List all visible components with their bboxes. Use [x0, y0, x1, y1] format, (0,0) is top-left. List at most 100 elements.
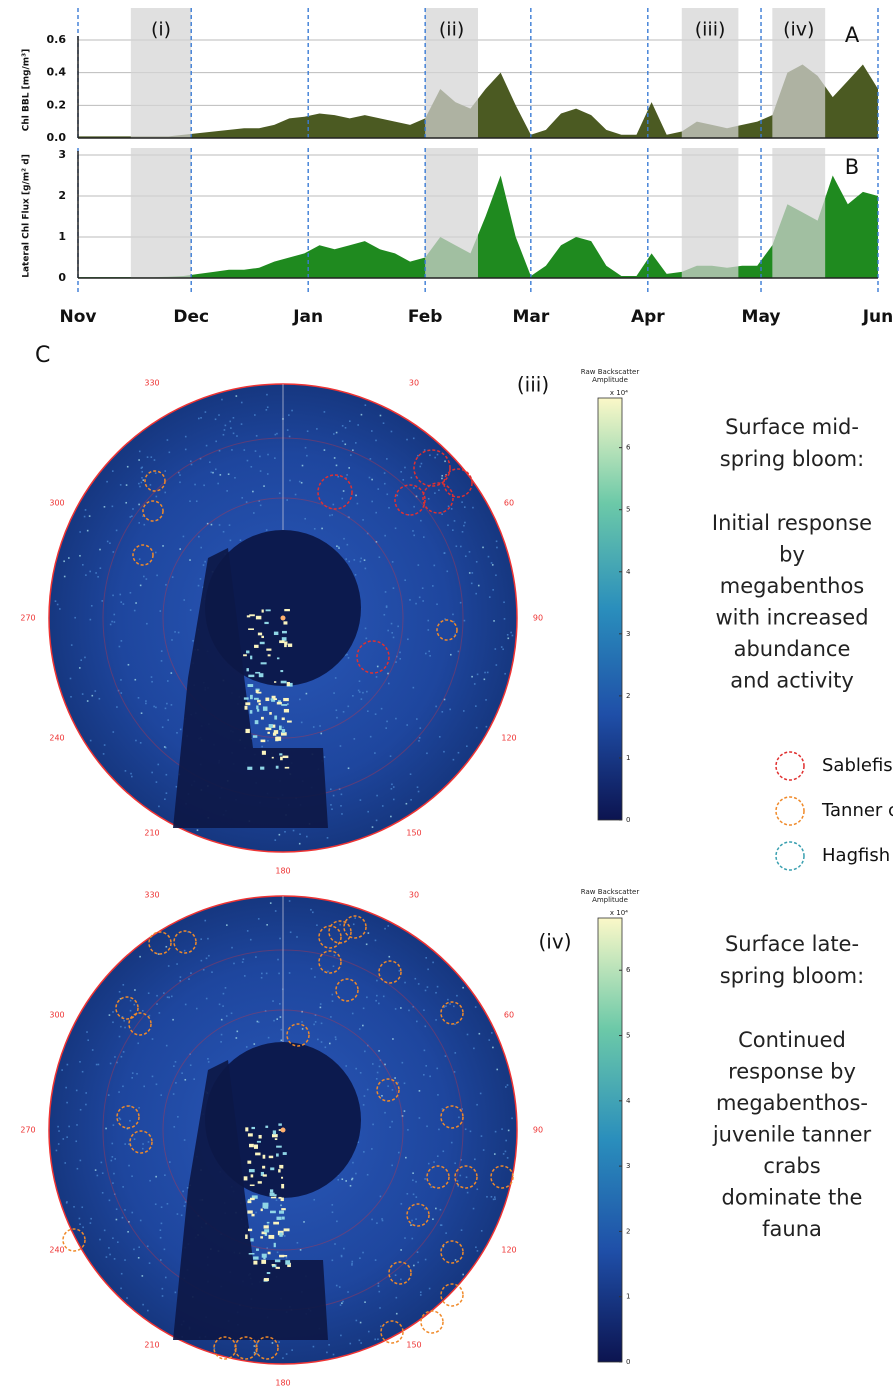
speckle	[113, 614, 115, 616]
speckle	[472, 507, 474, 509]
speckle	[328, 1344, 330, 1346]
speckle	[177, 1213, 179, 1215]
speckle	[133, 1249, 135, 1251]
speckle	[166, 792, 168, 794]
speckle	[352, 1013, 354, 1015]
speckle	[329, 1043, 331, 1045]
speckle	[352, 695, 354, 697]
colorbar-tick-label: 4	[626, 568, 631, 576]
speckle	[224, 429, 226, 431]
speckle	[313, 1024, 315, 1026]
bright-return	[250, 710, 253, 714]
speckle	[441, 513, 443, 515]
speckle	[123, 1051, 125, 1053]
speckle	[211, 971, 213, 973]
speckle	[482, 547, 484, 549]
speckle	[148, 1141, 150, 1143]
speckle	[260, 505, 262, 507]
speckle	[422, 587, 424, 589]
speckle	[284, 1235, 286, 1237]
speckle	[120, 679, 122, 681]
speckle	[363, 1104, 365, 1106]
speckle	[430, 1186, 432, 1188]
speckle	[138, 483, 140, 485]
speckle	[423, 1074, 425, 1076]
speckle	[410, 773, 412, 775]
speckle	[134, 679, 136, 681]
speckle	[452, 614, 454, 616]
speckle	[301, 482, 303, 484]
speckle	[333, 504, 335, 506]
speckle	[116, 706, 118, 708]
bright-return	[276, 766, 279, 769]
speckle	[120, 601, 122, 603]
speckle	[471, 583, 473, 585]
speckle	[359, 1340, 361, 1342]
speckle	[306, 693, 308, 695]
bright-return	[248, 628, 254, 630]
speckle	[347, 544, 349, 546]
speckle	[479, 1033, 481, 1035]
speckle	[121, 1056, 123, 1058]
speckle	[438, 1129, 440, 1131]
speckle	[76, 1124, 78, 1126]
speckle	[226, 490, 228, 492]
bright-return	[270, 1211, 276, 1214]
speckle	[363, 1151, 365, 1153]
bright-return	[274, 716, 277, 720]
speckle	[81, 1206, 83, 1208]
speckle	[340, 805, 342, 807]
speckle	[488, 556, 490, 558]
angle-label: 300	[49, 499, 64, 508]
speckle	[178, 632, 180, 634]
speckle	[371, 479, 373, 481]
speckle	[344, 443, 346, 445]
speckle	[419, 727, 421, 729]
period-shade	[682, 148, 739, 278]
bright-return	[263, 1203, 269, 1207]
speckle	[348, 561, 350, 563]
speckle	[426, 1125, 428, 1127]
speckle	[321, 1023, 323, 1025]
speckle	[171, 639, 173, 641]
speckle	[429, 1076, 431, 1078]
speckle	[434, 457, 436, 459]
speckle	[377, 666, 379, 668]
speckle	[204, 920, 206, 922]
speckle	[504, 618, 506, 620]
speckle	[120, 692, 122, 694]
speckle	[144, 524, 146, 526]
x-tick-label: Nov	[60, 307, 97, 327]
speckle	[351, 1261, 353, 1263]
speckle	[382, 1220, 384, 1222]
speckle	[443, 751, 445, 753]
speckle	[129, 1120, 131, 1122]
speckle	[345, 558, 347, 560]
speckle	[413, 487, 415, 489]
speckle	[130, 1000, 132, 1002]
speckle	[142, 1148, 144, 1150]
speckle	[437, 986, 439, 988]
speckle	[311, 968, 313, 970]
speckle	[423, 536, 425, 538]
speckle	[168, 965, 170, 967]
speckle	[411, 1220, 413, 1222]
speckle	[185, 449, 187, 451]
speckle	[370, 458, 372, 460]
speckle	[258, 918, 260, 920]
speckle	[412, 1179, 414, 1181]
speckle	[331, 808, 333, 810]
speckle	[189, 559, 191, 561]
speckle	[507, 638, 509, 640]
speckle	[454, 1052, 456, 1054]
colorbar-tick-label: 1	[626, 754, 630, 762]
speckle	[116, 530, 118, 532]
speckle	[379, 1066, 381, 1068]
speckle	[380, 415, 382, 417]
speckle	[336, 545, 338, 547]
speckle	[188, 978, 190, 980]
speckle	[428, 1163, 430, 1165]
speckle	[89, 515, 91, 517]
speckle	[384, 1064, 386, 1066]
speckle	[220, 474, 222, 476]
